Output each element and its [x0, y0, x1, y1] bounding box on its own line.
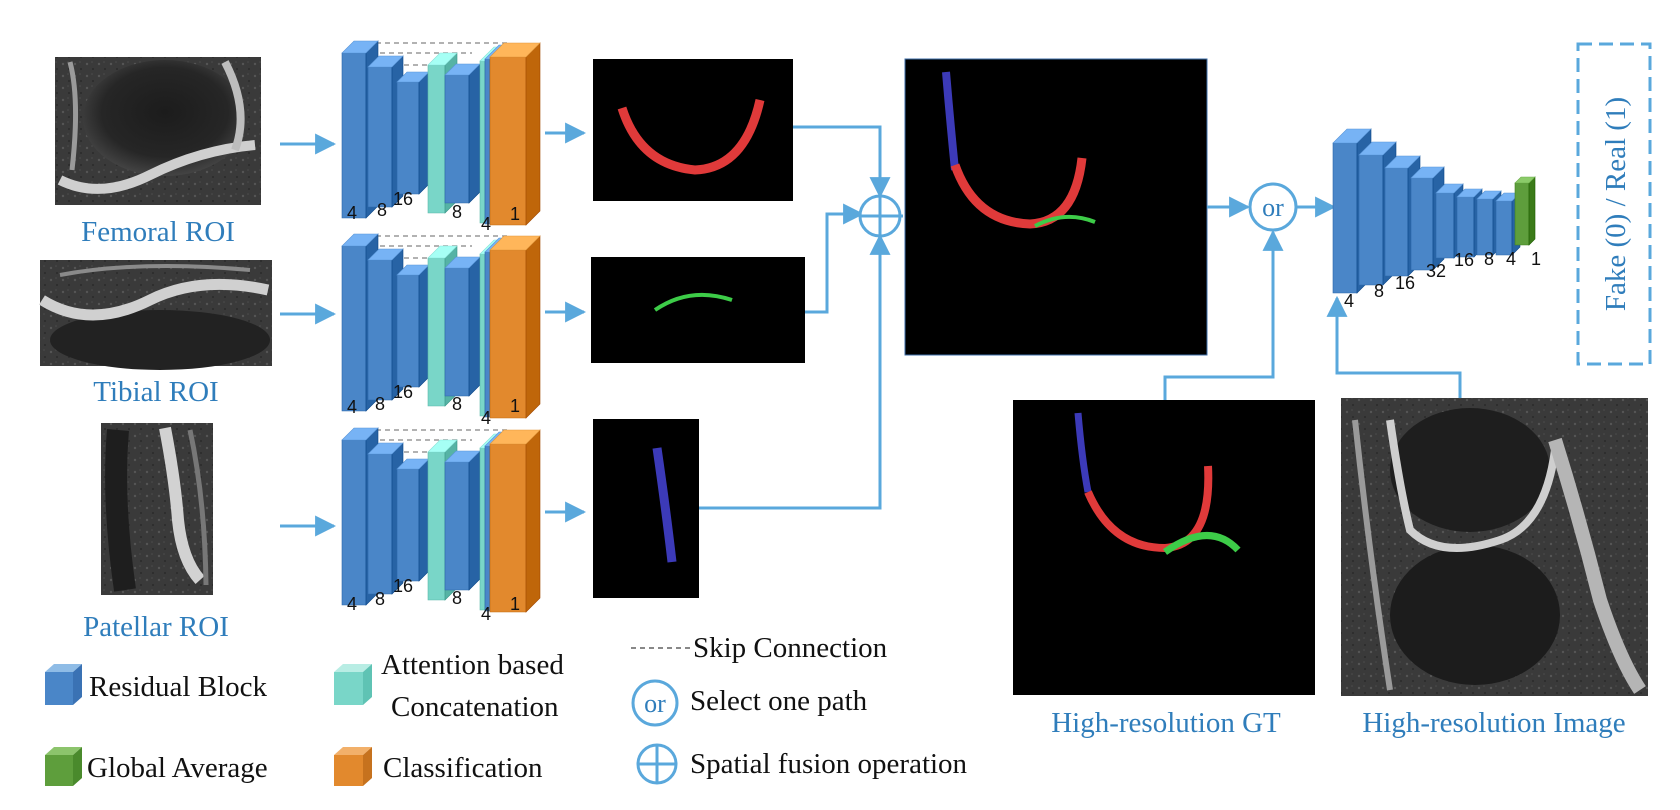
femoral-roi-label: Femoral ROI	[81, 216, 235, 248]
select-one-path-operator: or	[1248, 182, 1298, 232]
block-number: 4	[1344, 291, 1354, 311]
block-number: 1	[510, 594, 520, 614]
high-resolution-gt	[1013, 400, 1315, 695]
block-number: 4	[347, 203, 357, 223]
block-number: 8	[1484, 249, 1494, 269]
legend-or-icon: or	[631, 679, 679, 727]
patellar-roi-label: Patellar ROI	[83, 611, 229, 643]
legend-fusion-icon	[636, 743, 678, 785]
block-number: 16	[1454, 250, 1474, 270]
patellar-generator-network	[341, 427, 541, 613]
residual-block	[444, 256, 481, 397]
block-number: 1	[510, 396, 520, 416]
fake-real-label: Fake (0) / Real (1)	[1600, 97, 1632, 311]
residual-block	[444, 450, 481, 591]
block-number: 4	[481, 604, 491, 624]
legend-classification-icon	[334, 747, 372, 786]
classification-block	[489, 235, 541, 419]
residual-block	[396, 458, 430, 582]
femoral-to-fusion-arrow	[793, 125, 891, 199]
block-number: 4	[347, 397, 357, 417]
spatial-fusion-operator	[858, 194, 902, 238]
discriminator-numbers: 4 8 16 32 16 8 4 1	[1344, 249, 1541, 311]
tibial-roi-image	[39, 260, 272, 370]
classification-block	[489, 42, 541, 226]
legend-residual-icon	[45, 664, 82, 705]
legend-attention-icon	[334, 664, 372, 705]
block-number: 8	[377, 200, 387, 220]
legend-spatial-fusion-label: Spatial fusion operation	[690, 748, 968, 780]
block-number: 16	[1395, 273, 1415, 293]
patellar-generator-numbers: 4 8 16 8 4 1	[347, 576, 520, 624]
block-number: 4	[347, 594, 357, 614]
patellar-mask	[593, 419, 699, 598]
tibial-generator-numbers: 4 8 16 8 4 1	[347, 382, 520, 428]
legend: Residual Block Attention based Concatena…	[45, 632, 968, 786]
legend-attention-label-line1: Attention based	[381, 649, 564, 681]
block-number: 16	[393, 576, 413, 596]
block-number: 32	[1426, 261, 1446, 281]
tibial-to-fusion-arrow	[805, 203, 865, 314]
legend-residual-label: Residual Block	[89, 671, 268, 703]
femoral-mask	[593, 59, 793, 201]
legend-or-symbol: or	[644, 689, 666, 718]
discriminator-network	[1332, 128, 1536, 294]
residual-block	[396, 71, 430, 195]
femoral-generator-numbers: 4 8 16 8 4 1	[347, 189, 520, 234]
tibial-generator-network	[341, 233, 541, 419]
fused-segmentation	[904, 58, 1208, 356]
block-number: 16	[393, 382, 413, 402]
block-number: 4	[1506, 249, 1516, 269]
block-number: 8	[452, 202, 462, 222]
block-number: 8	[375, 589, 385, 609]
tibial-mask	[591, 257, 805, 363]
or-symbol: or	[1262, 193, 1284, 222]
legend-attention-label-line2: Concatenation	[391, 691, 559, 723]
femoral-roi-image	[55, 57, 261, 205]
block-number: 8	[375, 394, 385, 414]
tibial-roi-label: Tibial ROI	[93, 376, 218, 408]
block-number: 4	[481, 214, 491, 234]
high-resolution-gt-label: High-resolution GT	[1051, 707, 1281, 739]
global-average-block	[1514, 176, 1536, 246]
block-number: 8	[452, 588, 462, 608]
legend-skip-connection-label: Skip Connection	[693, 632, 888, 664]
legend-global-average-label: Global Average	[87, 752, 268, 784]
legend-global-average-icon	[45, 747, 82, 786]
output-box: Fake (0) / Real (1)	[1576, 42, 1652, 366]
block-number: 16	[393, 189, 413, 209]
legend-classification-label: Classification	[383, 752, 543, 784]
gt-to-or-arrow	[1163, 229, 1284, 402]
residual-block	[396, 264, 430, 388]
block-number: 1	[510, 204, 520, 224]
block-number: 4	[481, 408, 491, 428]
block-number: 8	[452, 394, 462, 414]
patellar-roi-image	[101, 423, 213, 595]
legend-select-one-path-label: Select one path	[690, 685, 868, 717]
patellar-to-fusion-arrow	[699, 233, 891, 510]
image-to-discriminator-arrow	[1326, 295, 1462, 400]
block-number: 1	[1531, 249, 1541, 269]
classification-block	[489, 429, 541, 613]
residual-block	[444, 63, 481, 204]
femoral-generator-network	[341, 40, 541, 226]
high-resolution-image-label: High-resolution Image	[1362, 707, 1625, 739]
block-number: 8	[1374, 281, 1384, 301]
high-resolution-image	[1341, 398, 1648, 696]
